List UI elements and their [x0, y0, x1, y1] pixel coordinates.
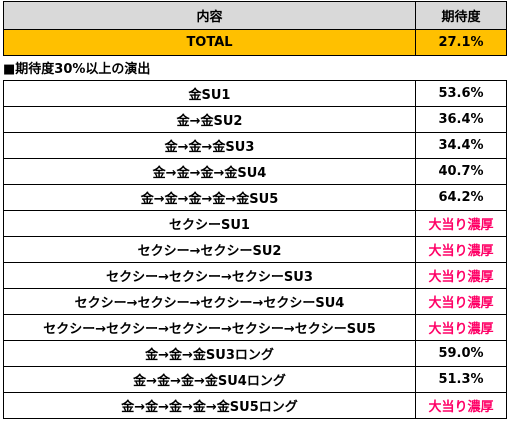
table-row: 金→金→金SU3ロング 59.0% — [3, 340, 507, 367]
row-label: 金→金SU2 — [3, 106, 416, 133]
row-value: 大当り濃厚 — [415, 262, 507, 289]
table-row: 金SU1 53.6% — [3, 80, 507, 107]
row-label: セクシー→セクシー→セクシーSU3 — [3, 262, 416, 289]
table-row: セクシー→セクシー→セクシー→セクシーSU4 大当り濃厚 — [3, 288, 507, 315]
header-row: 内容 期待度 — [3, 1, 507, 30]
table-row: セクシー→セクシーSU2 大当り濃厚 — [3, 236, 507, 263]
expectation-table: 金SU1 53.6% 金→金SU2 36.4% 金→金→金SU3 34.4% 金→金→… — [3, 80, 507, 419]
table-row: セクシー→セクシー→セクシーSU3 大当り濃厚 — [3, 262, 507, 289]
row-label: 金→金→金SU3ロング — [3, 340, 416, 367]
row-label: セクシーSU1 — [3, 210, 416, 237]
row-label: セクシー→セクシーSU2 — [3, 236, 416, 263]
section-title: ■期待度30%以上の演出 — [3, 62, 151, 77]
row-value: 64.2% — [415, 184, 507, 211]
header-content: 内容 — [3, 1, 416, 30]
total-row: TOTAL 27.1% — [3, 29, 507, 56]
row-label: 金→金→金→金→金SU5ロング — [3, 392, 416, 419]
row-value: 大当り濃厚 — [415, 288, 507, 315]
table-row: セクシーSU1 大当り濃厚 — [3, 210, 507, 237]
table-row: 金→金→金→金→金SU5 64.2% — [3, 184, 507, 211]
row-value: 34.4% — [415, 132, 507, 159]
row-value: 大当り濃厚 — [415, 210, 507, 237]
row-value: 59.0% — [415, 340, 507, 367]
table-row: 金→金→金SU3 34.4% — [3, 132, 507, 159]
table-row: セクシー→セクシー→セクシー→セクシー→セクシーSU5 大当り濃厚 — [3, 314, 507, 341]
row-label: 金→金→金SU3 — [3, 132, 416, 159]
row-label: 金→金→金→金SU4ロング — [3, 366, 416, 393]
table-row: 金→金→金→金SU4ロング 51.3% — [3, 366, 507, 393]
row-value: 大当り濃厚 — [415, 314, 507, 341]
total-value: 27.1% — [415, 29, 507, 56]
total-label: TOTAL — [3, 29, 416, 56]
row-value: 53.6% — [415, 80, 507, 107]
row-value: 大当り濃厚 — [415, 236, 507, 263]
row-label: セクシー→セクシー→セクシー→セクシーSU4 — [3, 288, 416, 315]
table-row: 金→金→金→金SU4 40.7% — [3, 158, 507, 185]
row-label: セクシー→セクシー→セクシー→セクシー→セクシーSU5 — [3, 314, 416, 341]
row-value: 36.4% — [415, 106, 507, 133]
row-value: 40.7% — [415, 158, 507, 185]
row-label: 金→金→金→金SU4 — [3, 158, 416, 185]
row-label: 金SU1 — [3, 80, 416, 107]
row-label: 金→金→金→金→金SU5 — [3, 184, 416, 211]
row-value: 51.3% — [415, 366, 507, 393]
summary-table: 内容 期待度 TOTAL 27.1% — [3, 1, 507, 56]
table-row: 金→金→金→金→金SU5ロング 大当り濃厚 — [3, 392, 507, 419]
table-row: 金→金SU2 36.4% — [3, 106, 507, 133]
row-value: 大当り濃厚 — [415, 392, 507, 419]
header-expectation: 期待度 — [415, 1, 507, 30]
